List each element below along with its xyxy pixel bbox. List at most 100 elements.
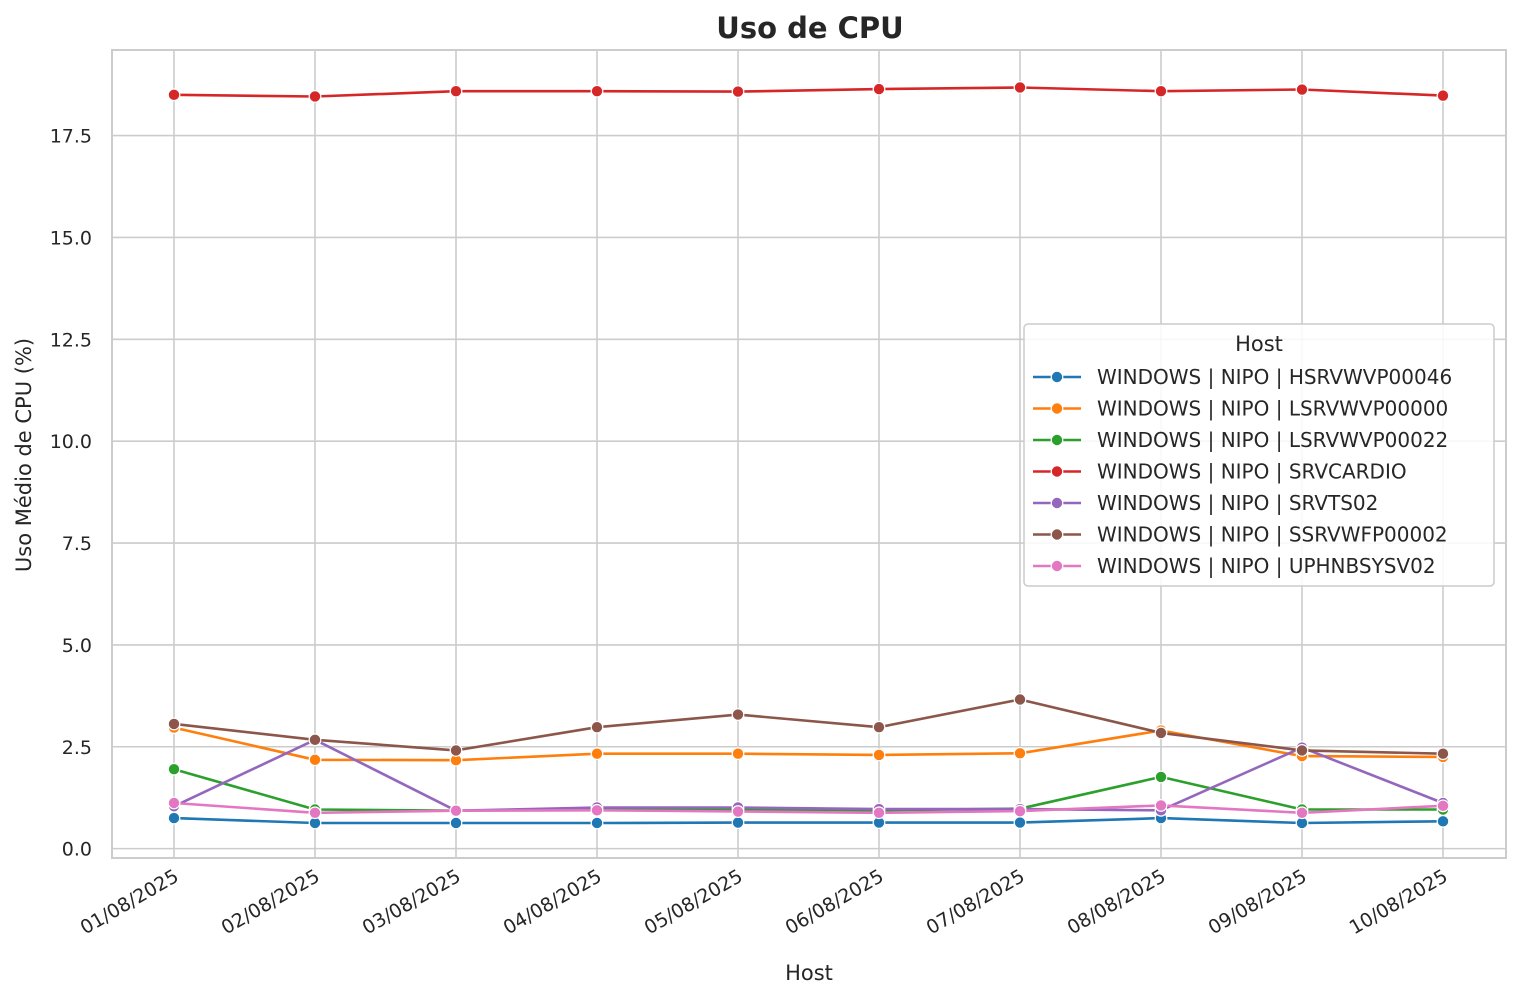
legend-marker [1050,433,1064,447]
legend-label: WINDOWS | NIPO | UPHNBSYSV02 [1097,554,1436,578]
x-tick-label: 03/08/2025 [359,865,465,939]
data-point [731,747,745,761]
data-point [1154,84,1168,98]
data-point [1295,744,1309,757]
x-tick-label: 09/08/2025 [1205,865,1311,939]
data-point [1436,747,1450,761]
x-tick-label: 05/08/2025 [641,865,747,939]
data-point [1154,799,1168,812]
y-tick-label: 0.0 [62,839,92,861]
legend-item: WINDOWS | NIPO | LSRVWVP00022 [1033,428,1448,452]
legend: Host WINDOWS | NIPO | HSRVWVP00046 WINDOW… [1023,323,1495,587]
series-line [173,738,1444,813]
data-point [1013,693,1027,706]
legend-label: WINDOWS | NIPO | SRVCARDIO [1097,460,1407,484]
data-point [167,796,181,810]
data-point [1013,804,1027,818]
series-line [173,698,1444,755]
legend-marker [1050,559,1064,573]
data-point [1013,816,1027,829]
legend-label: WINDOWS | NIPO | HSRVWVP00046 [1097,365,1452,389]
data-point [590,84,604,98]
data-point [590,720,604,734]
data-point [590,747,604,761]
series-5 [167,693,1450,761]
legend-marker [1050,528,1064,541]
data-point [590,803,604,817]
data-point [1013,746,1027,760]
legend-marker [1050,496,1064,510]
data-point [1295,83,1309,96]
data-point [731,816,745,829]
x-tick-label: 02/08/2025 [218,865,324,939]
y-tick-label: 17.5 [50,126,92,148]
x-tick-label: 04/08/2025 [500,865,606,939]
x-tick-label: 10/08/2025 [1346,865,1452,939]
data-point [449,804,463,818]
legend-item: WINDOWS | NIPO | LSRVWVP00000 [1033,397,1448,421]
legend-marker [1050,370,1064,384]
data-point [167,811,181,825]
legend-item: WINDOWS | NIPO | SRVTS02 [1033,491,1378,515]
legend-marker [1050,402,1064,415]
x-axis: 01/08/2025 02/08/2025 03/08/2025 04/08/2025… [77,865,1452,939]
data-point [308,733,322,747]
legend-marker [1050,465,1064,478]
data-point [1436,814,1450,828]
data-point [1013,81,1027,94]
legend-title: Host [1235,332,1283,356]
x-tick-label: 07/08/2025 [923,865,1029,939]
data-point [1154,770,1168,784]
y-axis-label: Uso Médio de CPU (%) [12,338,36,572]
data-point [308,90,322,103]
data-point [308,806,322,820]
data-point [167,762,181,776]
legend-label: WINDOWS | NIPO | SRVTS02 [1097,491,1378,515]
series-line [173,86,1444,98]
y-axis: 0.0 2.5 5.0 7.5 10.0 12.5 15.0 17.5 [50,126,92,861]
data-point [872,82,886,96]
x-tick-label: 01/08/2025 [77,865,183,939]
x-axis-label: Host [785,961,833,985]
data-point [308,753,322,767]
data-point [872,720,886,734]
x-tick-label: 08/08/2025 [1064,865,1170,939]
series-3 [167,81,1450,103]
legend-item: WINDOWS | NIPO | SSRVWFP00002 [1033,523,1448,547]
legend-label: WINDOWS | NIPO | LSRVWVP00000 [1097,397,1448,421]
y-tick-label: 2.5 [62,737,92,759]
data-point [167,88,181,102]
series-line [173,767,1443,813]
data-point [449,84,463,98]
chart-title: Uso de CPU [716,11,903,45]
data-point [167,717,181,731]
series-6 [167,796,1450,820]
data-point [1295,806,1309,820]
series-line [173,726,1444,762]
legend-item: WINDOWS | NIPO | HSRVWVP00046 [1033,365,1452,389]
data-point [1436,799,1450,813]
y-tick-label: 5.0 [62,635,92,657]
data-point [731,805,745,818]
data-point [449,744,463,757]
y-tick-label: 15.0 [50,227,92,249]
data-point [731,85,745,98]
legend-item: WINDOWS | NIPO | UPHNBSYSV02 [1033,554,1436,578]
data-point [731,708,745,721]
legend-label: WINDOWS | NIPO | LSRVWVP00022 [1097,428,1448,452]
legend-item: WINDOWS | NIPO | SRVCARDIO [1033,460,1407,484]
series-line [173,801,1444,815]
legend-label: WINDOWS | NIPO | SSRVWFP00002 [1097,523,1448,547]
data-point [590,816,604,830]
series-0 [167,811,1450,830]
data-point [872,748,886,762]
series-group [167,81,1450,830]
y-tick-label: 10.0 [50,431,92,453]
y-tick-label: 12.5 [50,329,92,351]
data-point [1154,726,1168,740]
data-point [872,806,886,820]
x-tick-label: 06/08/2025 [782,865,888,939]
data-point [449,816,463,830]
series-line [173,816,1444,825]
